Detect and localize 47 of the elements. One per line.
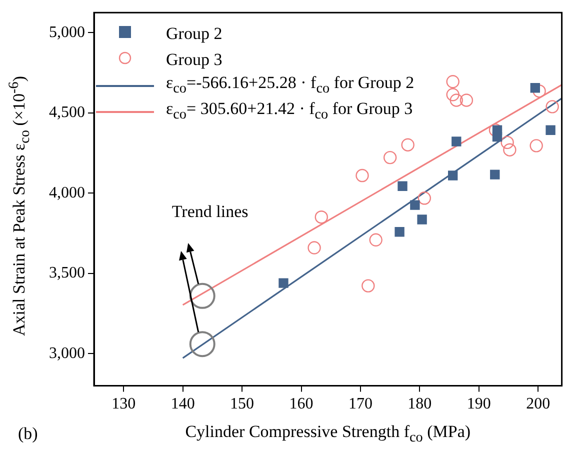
point: [448, 170, 458, 180]
point: [446, 75, 460, 88]
x-tick-label: 160: [289, 396, 314, 413]
point: [446, 88, 460, 102]
point: [356, 168, 369, 182]
x-tick-label: 180: [408, 396, 432, 413]
x-tick-label: 200: [526, 396, 550, 413]
text: (b): [18, 424, 38, 444]
y-tick-label: 3,500: [49, 264, 85, 282]
x-tick-label: 170: [348, 396, 372, 413]
point: [383, 150, 397, 164]
legend-label: Group 2: [166, 24, 222, 44]
legend-label: Group 3: [166, 50, 222, 70]
point: [308, 241, 321, 254]
x-tick-label: 130: [112, 396, 136, 413]
y-tick-label: 3,000: [49, 344, 85, 362]
point: [503, 143, 516, 156]
legend-label: ε$_{co}$= 305.60+21.42 · f$_{co}$ for Group 3: [166, 99, 413, 124]
point: [546, 125, 556, 135]
point: [546, 100, 559, 114]
x-tick-label: 150: [230, 396, 254, 413]
point: [394, 227, 404, 237]
point: [410, 200, 420, 210]
point: [492, 132, 502, 142]
point: [418, 192, 432, 205]
point: [398, 181, 408, 191]
point: [452, 136, 462, 146]
x-axis-title: Cylinder Compressive Strength f$_{co}$ (MPa): [185, 422, 471, 446]
x-tick-label: 140: [170, 396, 195, 413]
point: [460, 94, 474, 107]
point: [490, 170, 500, 180]
point: [500, 136, 514, 150]
x-tick-label: 190: [466, 396, 491, 413]
point: [401, 138, 414, 152]
point: [362, 279, 375, 292]
annotation: Trend lines: [172, 202, 248, 222]
point: [314, 210, 328, 224]
legend-label: ε$_{co}$=-566.16+25.28 · f$_{co}$ for Group 2: [166, 73, 414, 98]
point: [369, 233, 382, 246]
point: [532, 84, 546, 98]
y-tick-label: 5,000: [49, 24, 85, 41]
point: [450, 94, 463, 107]
point: [530, 139, 543, 152]
point: [278, 278, 288, 288]
y-tick-label: 4,000: [49, 184, 85, 202]
y-tick-label: 4,500: [49, 104, 85, 122]
point: [417, 214, 427, 224]
